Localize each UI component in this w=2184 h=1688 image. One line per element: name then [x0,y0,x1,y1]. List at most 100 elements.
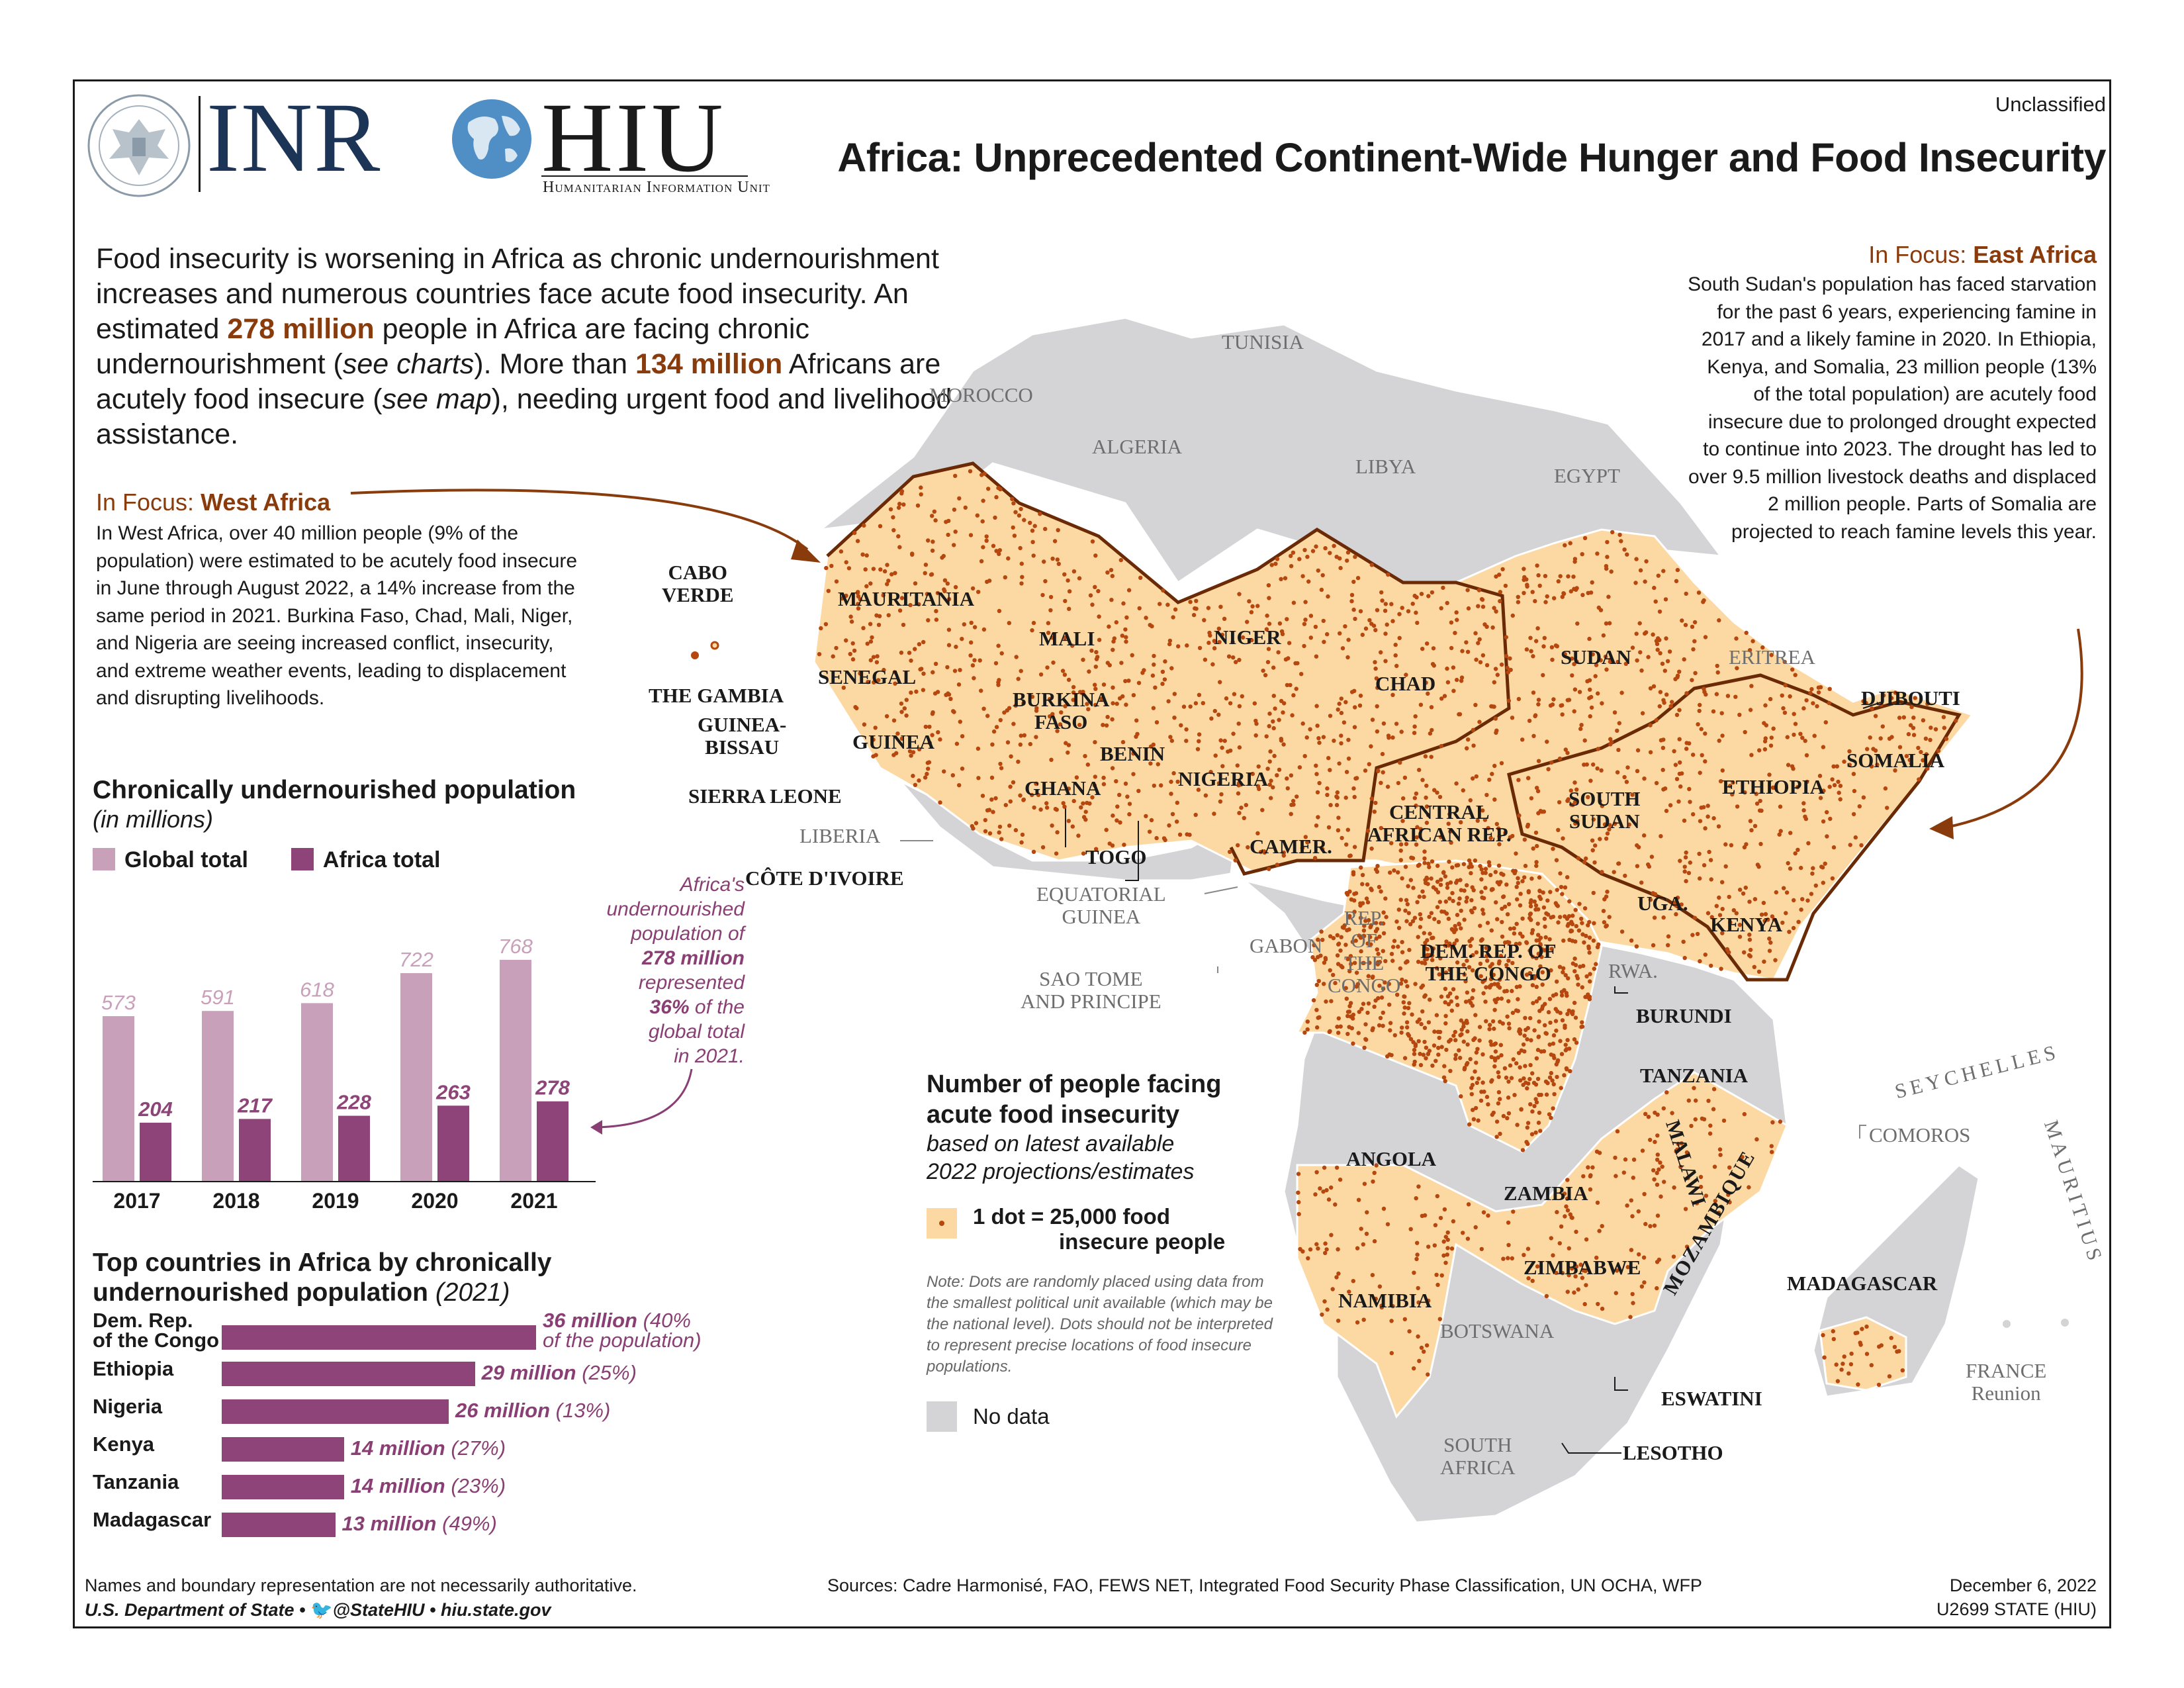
food-insecurity-dot [899,650,904,655]
food-insecurity-dot [1684,850,1688,855]
food-insecurity-dot [1479,974,1483,978]
food-insecurity-dot [1168,735,1173,739]
food-insecurity-dot [1402,994,1407,999]
food-insecurity-dot [1518,941,1522,946]
food-insecurity-dot [1321,735,1326,739]
food-insecurity-dot [1373,929,1379,933]
food-insecurity-dot [1273,561,1278,566]
food-insecurity-dot [1426,1372,1430,1377]
food-insecurity-dot [1267,724,1271,729]
food-insecurity-dot [1394,919,1399,924]
food-insecurity-dot [1691,753,1696,757]
food-insecurity-dot [1505,1116,1510,1121]
food-insecurity-dot [1424,820,1430,825]
food-insecurity-dot [1302,547,1307,553]
food-insecurity-dot [899,710,904,714]
food-insecurity-dot [1352,961,1357,965]
food-insecurity-dot [1529,1038,1533,1043]
food-insecurity-dot [1512,931,1517,936]
food-insecurity-dot [1255,604,1260,608]
food-insecurity-dot [1554,1028,1559,1033]
food-insecurity-dot [1297,1211,1301,1217]
food-insecurity-dot [1881,693,1886,698]
food-insecurity-dot [901,502,906,507]
food-insecurity-dot [1360,872,1365,878]
food-insecurity-dot [1320,847,1325,851]
food-insecurity-dot [1747,900,1752,904]
food-insecurity-dot [1423,993,1428,998]
food-insecurity-dot [1056,528,1060,532]
food-insecurity-dot [897,608,903,613]
map-label-the-gambia: THE GAMBIA [649,684,784,707]
food-insecurity-dot [1483,1000,1488,1004]
food-insecurity-dot [1011,780,1016,785]
food-insecurity-dot [1417,767,1422,773]
food-insecurity-dot [1492,763,1497,769]
food-insecurity-dot [994,494,999,500]
chart1-legend: Global total Africa total [93,847,441,873]
map-label-somalia: SOMALIA [1846,749,1945,772]
food-insecurity-dot [1596,747,1600,751]
food-insecurity-dot [1897,745,1903,749]
food-insecurity-dot [1493,1058,1498,1063]
food-insecurity-dot [999,837,1004,841]
food-insecurity-dot [1028,520,1032,525]
food-insecurity-dot [1878,736,1883,741]
food-insecurity-dot [1050,556,1055,561]
food-insecurity-dot [1778,1119,1783,1124]
food-insecurity-dot [998,761,1003,767]
food-insecurity-dot [1188,704,1193,709]
food-insecurity-dot [1233,858,1238,863]
food-insecurity-dot [1546,767,1551,772]
food-insecurity-dot [1020,832,1025,837]
food-insecurity-dot [1821,788,1826,793]
food-insecurity-dot [1561,966,1566,971]
food-insecurity-dot [1401,796,1406,801]
food-insecurity-dot [1731,780,1735,785]
food-insecurity-dot [1572,800,1578,804]
food-insecurity-dot [1443,943,1447,948]
map-label-ethiopia: ETHIOPIA [1722,775,1825,798]
food-insecurity-dot [1400,876,1404,881]
food-insecurity-dot [1012,534,1017,538]
food-insecurity-dot [1838,784,1843,788]
food-insecurity-dot [1677,737,1682,741]
food-insecurity-dot [1357,1009,1361,1014]
food-insecurity-dot [1572,687,1578,692]
food-insecurity-dot [899,736,905,741]
food-insecurity-dot [1479,1246,1484,1252]
food-insecurity-dot [1528,1102,1533,1107]
food-insecurity-dot [923,563,929,567]
food-insecurity-dot [1406,1006,1411,1011]
food-insecurity-dot [1345,1009,1351,1014]
food-insecurity-dot [1545,739,1549,744]
food-insecurity-dot [1666,934,1671,939]
food-insecurity-dot [1158,602,1162,606]
food-insecurity-dot [1319,587,1324,592]
food-insecurity-dot [1648,1224,1653,1229]
food-insecurity-dot [1923,736,1929,741]
food-insecurity-dot [1468,943,1473,949]
food-insecurity-dot [1289,553,1293,558]
food-insecurity-dot [1557,964,1563,969]
food-insecurity-dot [1652,1177,1657,1182]
food-insecurity-dot [1942,726,1946,730]
food-insecurity-dot [1646,1115,1651,1119]
food-insecurity-dot [1431,885,1436,890]
food-insecurity-dot [1381,770,1385,774]
food-insecurity-dot [1602,920,1607,925]
food-insecurity-dot [1572,780,1577,785]
food-insecurity-dot [1126,588,1132,592]
food-insecurity-dot [1804,753,1809,758]
food-insecurity-dot [1432,663,1436,668]
food-insecurity-dot [1582,860,1587,865]
food-insecurity-dot [1441,1253,1446,1258]
food-insecurity-dot [1509,1076,1514,1080]
food-insecurity-dot [994,725,999,729]
food-insecurity-dot [1455,995,1459,1000]
food-insecurity-dot [1426,594,1431,598]
food-insecurity-dot [1584,762,1589,767]
food-insecurity-dot [1422,1039,1427,1045]
food-insecurity-dot [1054,851,1059,856]
food-insecurity-dot [866,680,870,684]
